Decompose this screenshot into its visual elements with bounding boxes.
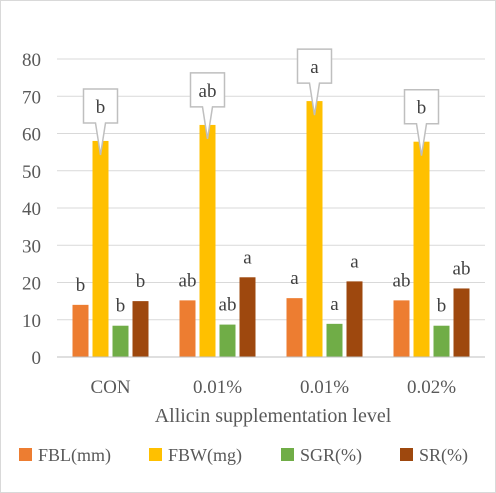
legend-item: FBW(mg): [149, 445, 242, 466]
bar: [393, 300, 410, 357]
legend-item: SGR(%): [281, 445, 362, 466]
legend: FBL(mm) FBW(mg) SGR(%) SR(%): [19, 445, 468, 466]
y-tick-label: 30: [22, 236, 41, 257]
legend-item: SR(%): [400, 445, 468, 466]
data-label: b: [116, 296, 126, 317]
legend-item: FBL(mm): [19, 445, 111, 466]
bar: [346, 281, 363, 357]
bar: [453, 288, 470, 357]
callout-box: [189, 72, 226, 140]
data-label: ab: [453, 258, 471, 279]
y-tick-label: 70: [22, 87, 41, 108]
data-label: a: [243, 247, 252, 268]
y-axis-ticks: 0 10 20 30 40 50 60 70 80: [22, 50, 41, 369]
x-axis-categories: CON 0.01% 0.01% 0.02%: [90, 377, 456, 398]
legend-label: SR(%): [419, 445, 468, 466]
data-label: a: [350, 251, 359, 272]
bar: [219, 324, 236, 357]
data-label: ab: [393, 270, 411, 291]
x-tick-label: 0.01%: [193, 377, 242, 398]
bar: [179, 300, 196, 357]
x-axis-title: Allicin supplementation level: [155, 405, 392, 427]
y-tick-label: 0: [32, 348, 42, 369]
legend-label: FBW(mg): [168, 445, 242, 466]
data-label: a: [310, 57, 319, 78]
legend-swatch: [149, 448, 162, 461]
data-label: a: [290, 268, 299, 289]
legend-label: SGR(%): [300, 445, 362, 466]
y-tick-label: 20: [22, 274, 41, 295]
y-tick-label: 40: [22, 199, 41, 220]
bar: [286, 298, 303, 357]
data-label: ab: [219, 295, 237, 316]
bar: [306, 101, 323, 357]
bar: [132, 301, 149, 357]
bar: [199, 124, 216, 358]
data-label: ab: [179, 270, 197, 291]
bar: [413, 141, 430, 357]
y-tick-label: 80: [22, 50, 41, 71]
bar: [239, 277, 256, 357]
x-tick-label: CON: [90, 377, 130, 398]
bar: [433, 325, 450, 357]
y-tick-label: 60: [22, 125, 41, 146]
legend-label: FBL(mm): [38, 445, 111, 466]
bar: [112, 325, 129, 357]
bar: [72, 304, 89, 357]
x-tick-label: 0.02%: [407, 377, 456, 398]
data-label: b: [96, 97, 106, 118]
x-tick-label: 0.01%: [300, 377, 349, 398]
bar: [326, 323, 343, 357]
y-tick-label: 10: [22, 311, 41, 332]
bar: [92, 140, 109, 357]
callout-box: [82, 88, 119, 156]
legend-swatch: [400, 448, 413, 461]
callout-box: [296, 48, 333, 116]
data-label: ab: [199, 81, 217, 102]
callout-box: [403, 88, 440, 156]
data-label: b: [417, 98, 427, 119]
y-tick-label: 50: [22, 162, 41, 183]
data-label: b: [437, 296, 447, 317]
bars: [72, 101, 470, 358]
legend-swatch: [281, 448, 294, 461]
data-label: b: [136, 271, 146, 292]
data-label: b: [76, 275, 86, 296]
legend-swatch: [19, 448, 32, 461]
data-label: a: [330, 294, 339, 315]
gridlines: [57, 58, 485, 321]
